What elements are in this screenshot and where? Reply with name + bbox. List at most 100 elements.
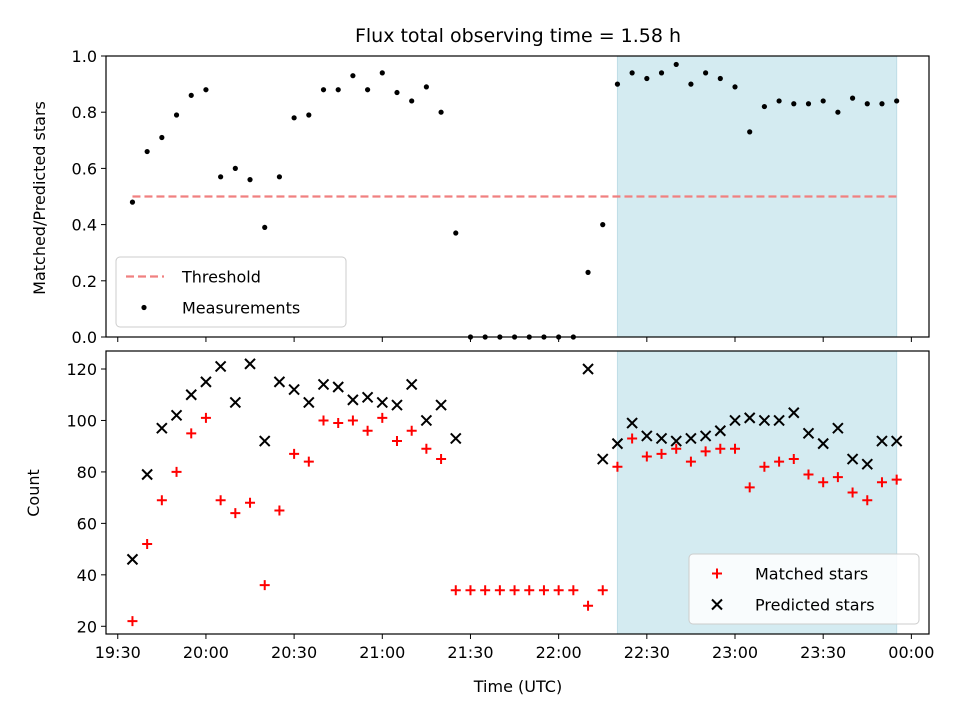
matched-star-point [612, 461, 623, 472]
matched-star-point [891, 474, 902, 485]
matched-star-point [847, 487, 858, 498]
predicted-star-point [259, 435, 271, 447]
measurement-point [335, 87, 341, 93]
predicted-star-point [361, 391, 374, 404]
predicted-star-point [420, 414, 433, 427]
predicted-star-point [288, 383, 300, 396]
matched-star-point [362, 425, 373, 436]
matched-star-point [303, 456, 314, 467]
measurement-point [805, 101, 812, 107]
measurement-point [423, 84, 429, 90]
matched-star-point [583, 600, 594, 611]
measurement-point [144, 148, 150, 155]
predicted-star-point [303, 396, 315, 409]
matched-star-point [597, 585, 608, 596]
predicted-star-point [890, 435, 903, 447]
matched-star-point [715, 443, 726, 454]
y-tick-label: 100 [66, 411, 97, 430]
predicted-star-point [405, 378, 418, 391]
measurement-point [791, 101, 797, 107]
x-tick-label: 23:30 [800, 643, 846, 662]
predicted-star-point [670, 435, 682, 447]
x-axis-label: Time (UTC) [473, 677, 562, 696]
measurement-point [306, 112, 312, 118]
predicted-star-point [758, 414, 771, 427]
measurement-point [688, 81, 694, 87]
matched-star-point [862, 495, 873, 506]
x-tick-label: 21:30 [447, 643, 493, 662]
measurement-point [379, 70, 385, 76]
predicted-star-point [376, 396, 389, 409]
legend-measurement-swatch [141, 304, 147, 311]
predicted-star-point [170, 409, 183, 422]
matched-star-point [803, 469, 814, 480]
y-tick-label: 1.0 [72, 47, 97, 66]
measurement-point [849, 95, 856, 101]
measurement-point [453, 230, 459, 236]
measurement-point [394, 89, 400, 96]
legend-label: Threshold [181, 268, 261, 287]
predicted-star-point [699, 430, 712, 442]
measurement-point [894, 98, 900, 104]
y-tick-label: 0.4 [72, 216, 97, 235]
predicted-star-point [435, 399, 447, 411]
measurement-point [291, 115, 297, 121]
predicted-star-point [317, 378, 330, 391]
measurement-point [585, 269, 591, 275]
measurement-point [747, 129, 753, 135]
matched-star-point [553, 585, 564, 596]
predicted-star-point [685, 432, 697, 445]
matched-star-point [142, 538, 153, 549]
bottom-y-axis-label: Count [24, 469, 43, 517]
matched-star-point [876, 477, 887, 488]
measurement-point [614, 81, 621, 87]
predicted-star-point [332, 381, 344, 393]
matched-star-point [685, 456, 696, 467]
x-tick-label: 22:00 [536, 643, 582, 662]
predicted-star-point [391, 399, 403, 411]
matched-star-point [186, 428, 197, 439]
y-tick-label: 0.6 [72, 159, 97, 178]
y-tick-label: 0.0 [72, 328, 97, 347]
legend-predicted-swatch [711, 598, 723, 611]
x-tick-label: 00:00 [888, 643, 934, 662]
measurement-point [600, 222, 606, 228]
measurement-point [673, 61, 679, 68]
legend-threshold: Threshold [126, 268, 261, 287]
measurement-point [129, 199, 136, 205]
predicted-star-point [597, 453, 609, 465]
measurement-point [438, 109, 444, 115]
matched-star-point [347, 415, 358, 426]
matched-star-point [480, 585, 491, 596]
legend: Threshold Measurements [115, 256, 347, 328]
predicted-star-point [802, 427, 815, 440]
measurement-point [218, 174, 224, 180]
predicted-star-point [229, 396, 242, 409]
measurement-point [703, 70, 709, 76]
measurement-point [761, 103, 768, 110]
matched-star-point [421, 443, 432, 454]
predicted-star-point [832, 422, 844, 434]
matched-star-point [509, 585, 520, 596]
matched-star-point [259, 580, 270, 591]
measurement-point [644, 75, 650, 82]
predicted-star-point [611, 437, 624, 450]
matched-star-point [318, 415, 329, 426]
matched-star-point [391, 436, 402, 447]
matched-star-point [406, 425, 417, 436]
legend-label: Measurements [182, 299, 300, 318]
measurement-point [732, 84, 738, 90]
measurement-point [247, 177, 253, 183]
axes-frame [105, 350, 930, 635]
x-tick-label: 21:00 [359, 643, 405, 662]
matched-star-point [436, 454, 447, 465]
matched-star-point [274, 505, 285, 516]
matched-star-point [538, 585, 549, 596]
matched-star-point [377, 412, 388, 423]
y-tick-label: 60 [77, 514, 97, 533]
matched-star-point [788, 454, 799, 465]
bottom-panel-counts: 20 40 60 80 100 120 19:30 20:00 20:30 21:00 21:30 2… [66, 350, 934, 662]
y-tick-label: 0.2 [72, 272, 97, 291]
measurement-point [820, 98, 826, 104]
predicted-star-point [876, 435, 888, 447]
